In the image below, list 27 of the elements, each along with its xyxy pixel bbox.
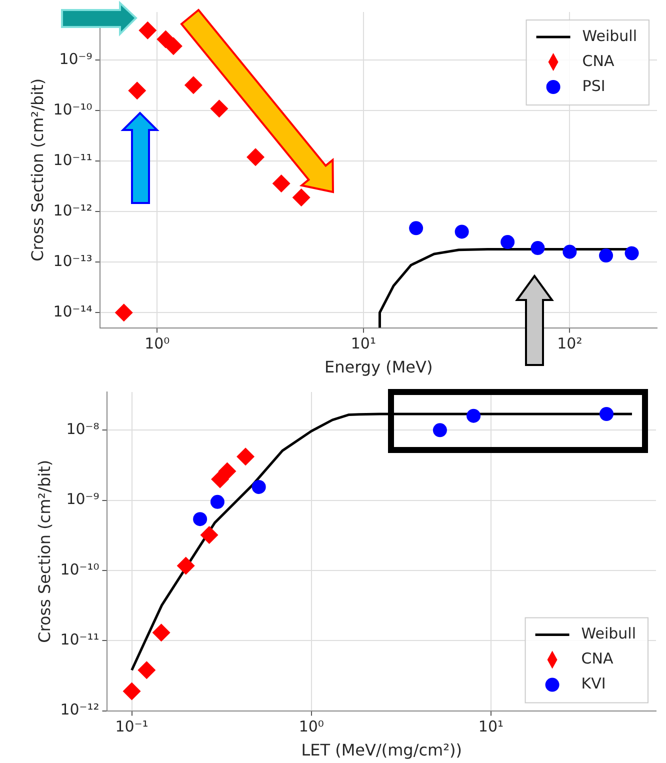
- x-tick-label: 10¹: [350, 334, 376, 353]
- legend-label: Weibull: [582, 26, 638, 45]
- y-axis-title: Cross Section (cm²/bit): [28, 78, 47, 262]
- x-tick-label: 10¹: [478, 718, 504, 736]
- y-tick-label: 10⁻⁹: [59, 50, 92, 68]
- legend-label: PSI: [582, 76, 606, 95]
- y-tick-label: 10⁻¹¹: [60, 630, 100, 649]
- legend-label: KVI: [581, 674, 606, 693]
- y-tick-label: 10⁻¹¹: [53, 151, 92, 170]
- y-tick-label: 10⁻¹⁰: [53, 100, 92, 119]
- legend-label: CNA: [581, 650, 614, 668]
- y-tick-label: 10⁻¹⁰: [60, 560, 100, 578]
- y-tick-label: 10⁻¹⁴: [53, 302, 92, 320]
- x-tick-label: 10²: [557, 334, 582, 353]
- y-axis-title: Cross Section (cm²/bit): [34, 460, 54, 643]
- y-tick-label: 10⁻⁹: [66, 490, 100, 508]
- legend-label: Weibull: [581, 624, 636, 643]
- y-tick-label: 10⁻⁸: [66, 420, 100, 438]
- y-tick-label: 10⁻¹³: [53, 252, 92, 270]
- x-tick-label: 10⁰: [144, 334, 170, 353]
- x-tick-label: 10⁰: [298, 718, 324, 736]
- y-tick-label: 10⁻¹²: [60, 700, 100, 719]
- x-tick-label: 10⁻¹: [115, 718, 148, 736]
- x-axis-title: LET (MeV/(mg/cm²)): [301, 740, 462, 760]
- y-tick-label: 10⁻¹²: [53, 202, 92, 220]
- x-axis-title: Energy (MeV): [324, 358, 433, 377]
- legend-label: CNA: [582, 52, 615, 70]
